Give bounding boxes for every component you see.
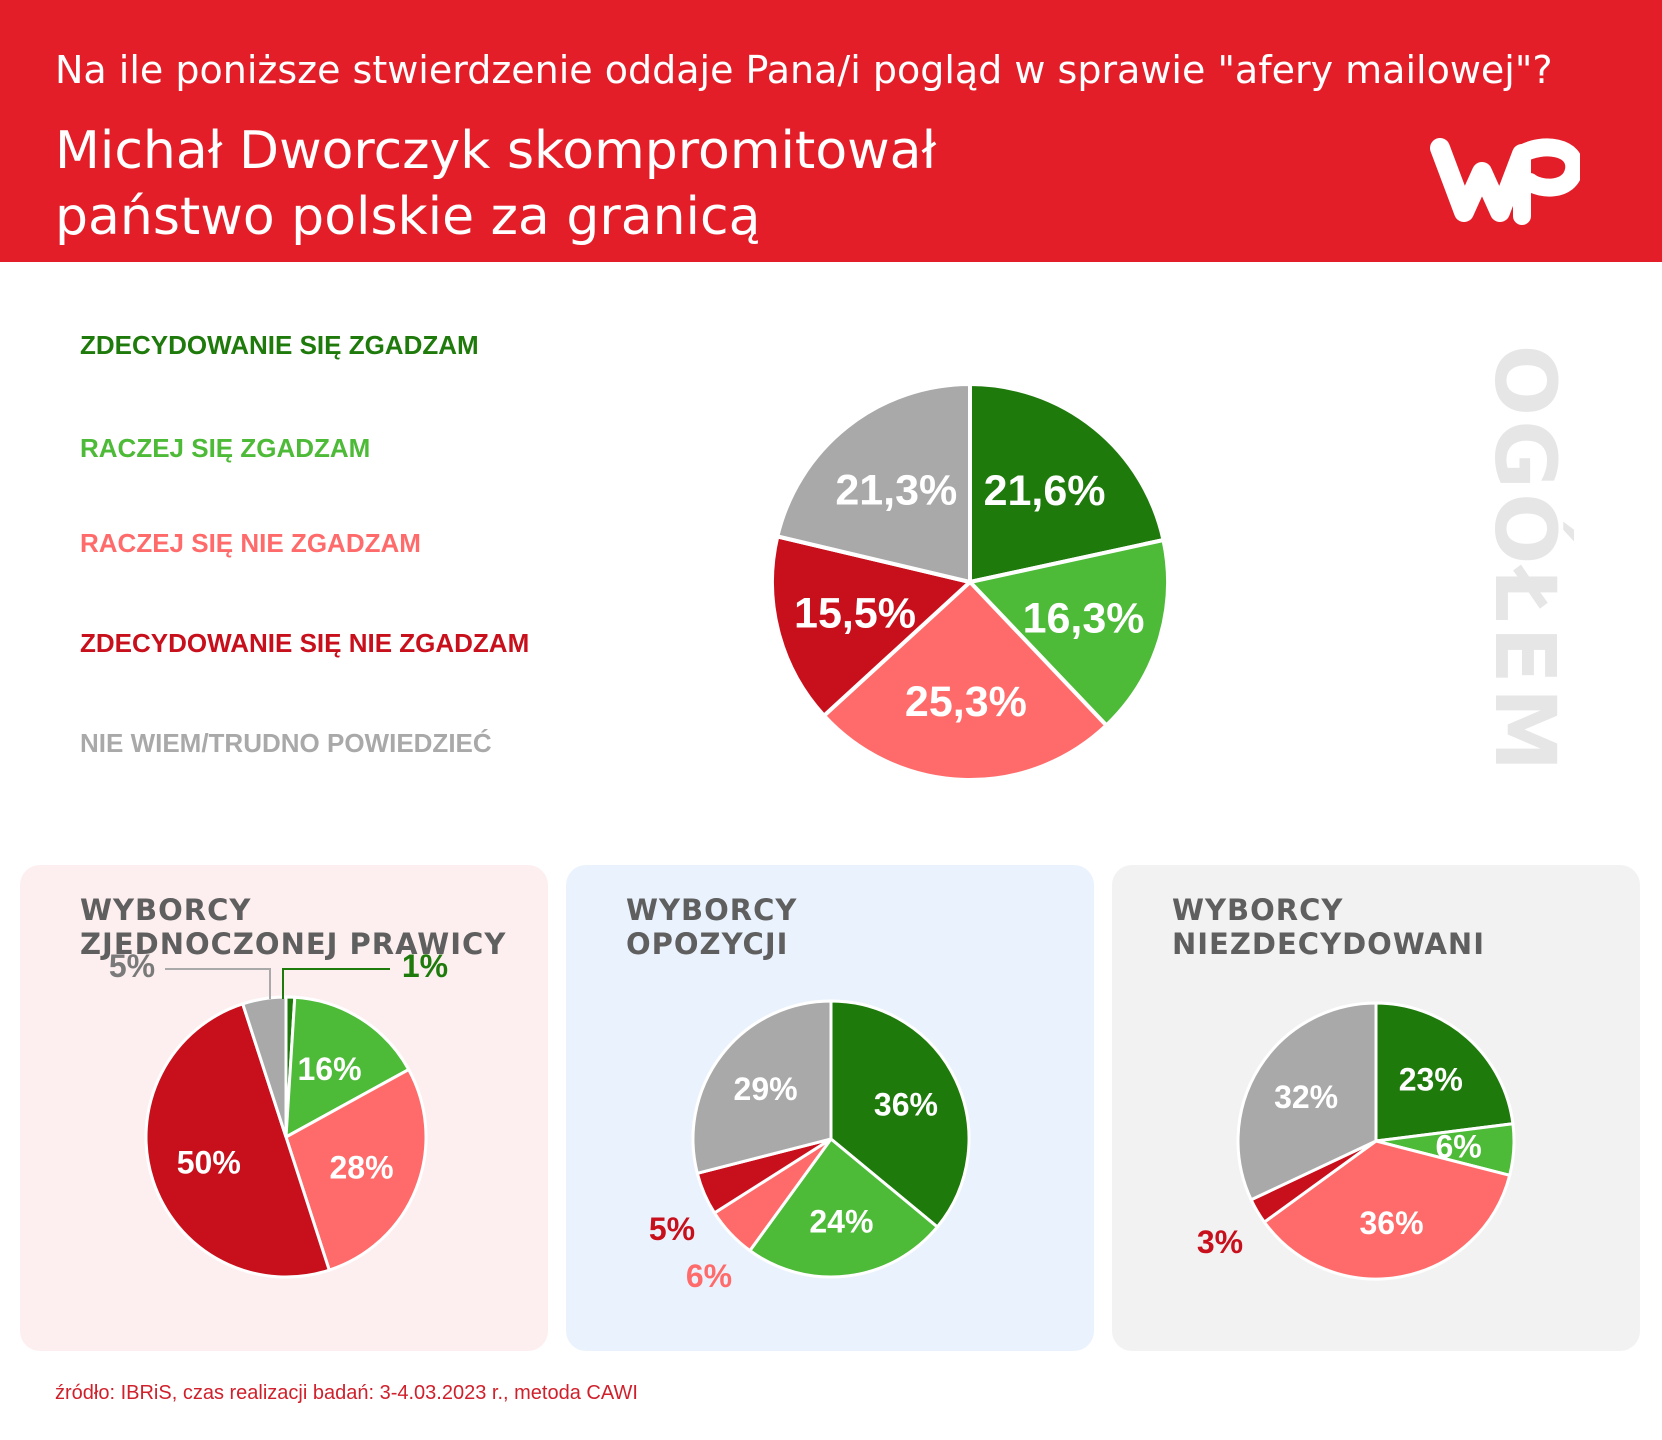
- pie-slice-rather-disagree: [1262, 1139, 1512, 1281]
- pie-slice-rather-agree: [284, 995, 411, 1140]
- legend-item-dont-know: NIE WIEM/TRUDNO POWIEDZIEĆ: [80, 728, 492, 758]
- panel-title-line-1: WYBORCY: [1172, 893, 1344, 927]
- pie-label-rather-agree: 24%: [809, 1204, 873, 1240]
- pie-chart-undecided-voters: 23% 6% 36% 3% 32%: [1197, 1001, 1516, 1281]
- pie-label-dont-know: 5%: [109, 948, 155, 984]
- pie-slice-rather-agree: [747, 1136, 940, 1279]
- panel-opposition-voters: 36% 24% 6% 5% 29% WYBORCY OPOZYCJI: [566, 865, 1094, 1351]
- source-note: źródło: IBRiS, czas realizacji badań: 3-…: [55, 1382, 638, 1404]
- pie-label-dont-know: 32%: [1274, 1079, 1338, 1115]
- pie-slice-strongly-agree: [968, 381, 1166, 585]
- pie-label-rather-disagree: 36%: [1359, 1205, 1423, 1241]
- pie-label-rather-disagree: 28%: [329, 1149, 393, 1185]
- pie-label-strongly-agree: 23%: [1399, 1061, 1463, 1097]
- survey-question: Na ile poniższe stwierdzenie oddaje Pana…: [55, 48, 1553, 92]
- side-label-overall: OGÓŁEM: [1476, 344, 1574, 776]
- pie-label-rather-agree: 16%: [297, 1051, 361, 1087]
- pie-label-rather-disagree: 6%: [686, 1258, 732, 1294]
- legend-item-rather-disagree: RACZEJ SIĘ NIE ZGADZAM: [80, 528, 421, 558]
- headline: Michał Dworczyk skompromitował państwo p…: [55, 118, 1255, 250]
- leader-line-strongly-agree: [282, 968, 390, 999]
- pie-slice-strongly-disagree: [770, 533, 975, 719]
- pie-slice-strongly-agree: [829, 999, 971, 1230]
- pie-label-strongly-agree: 36%: [874, 1086, 938, 1122]
- panel-title-line-2: ZJEDNOCZONEJ PRAWICY: [80, 927, 507, 961]
- pie-label-rather-agree: 6%: [1436, 1129, 1482, 1165]
- pie-slice-rather-disagree: [284, 1067, 428, 1273]
- panel-title-line-2: NIEZDECYDOWANI: [1172, 927, 1485, 961]
- panel-undecided-voters: 23% 6% 36% 3% 32% WYBORCY NIEZDECYDOWANI: [1112, 865, 1640, 1351]
- header-banner: Na ile poniższe stwierdzenie oddaje Pana…: [0, 0, 1662, 262]
- pie-slice-rather-agree: [966, 537, 1170, 729]
- pie-chart-overall: 21,6% 16,3% 25,3% 15,5% 21,3%: [770, 381, 1170, 782]
- headline-line-1: Michał Dworczyk skompromitował: [55, 121, 937, 181]
- pie-slice-dont-know: [774, 381, 972, 585]
- pie-label-strongly-disagree: 3%: [1197, 1224, 1243, 1260]
- pie-slice-dont-know: [1236, 1001, 1378, 1202]
- pie-label-dont-know: 21,3%: [835, 466, 957, 514]
- panel-title: WYBORCY NIEZDECYDOWANI: [1172, 893, 1612, 961]
- legend-item-strongly-disagree: ZDECYDOWANIE SIĘ NIE ZGADZAM: [80, 628, 530, 658]
- pie-label-strongly-disagree: 15,5%: [794, 589, 916, 637]
- pie-label-strongly-agree: 21,6%: [984, 467, 1106, 515]
- pie-label-rather-disagree: 25,3%: [905, 678, 1027, 726]
- panel-title-line-1: WYBORCY: [626, 893, 798, 927]
- pie-slice-dont-know: [691, 999, 833, 1176]
- leader-line-dont-know: [165, 968, 271, 999]
- pie-chart-right-wing-voters: 1% 16% 28% 50% 5%: [109, 948, 448, 1279]
- legend-item-strongly-agree: ZDECYDOWANIE SIĘ ZGADZAM: [80, 330, 479, 360]
- pie-slice-rather-disagree: [821, 579, 1110, 782]
- panel-title: WYBORCY OPOZYCJI: [626, 893, 1066, 961]
- pie-label-strongly-agree: 1%: [402, 948, 448, 984]
- panel-right-wing-voters: 1% 16% 28% 50% 5% WYBORCY ZJEDNOCZONEJ PRAWI…: [20, 865, 548, 1351]
- pie-slice-dont-know: [240, 995, 288, 1138]
- pie-slice-strongly-disagree: [144, 1001, 332, 1279]
- pie-label-dont-know: 29%: [734, 1071, 798, 1107]
- pie-label-strongly-disagree: 50%: [177, 1145, 241, 1181]
- panel-title: WYBORCY ZJEDNOCZONEJ PRAWICY: [80, 893, 520, 961]
- wp-logo-icon: [1430, 138, 1580, 225]
- pie-label-strongly-disagree: 5%: [649, 1211, 695, 1247]
- pie-chart-opposition-voters: 36% 24% 6% 5% 29%: [649, 999, 971, 1294]
- panel-title-line-2: OPOZYCJI: [626, 927, 789, 961]
- pie-slice-strongly-agree: [1374, 1001, 1515, 1143]
- legend-item-rather-agree: RACZEJ SIĘ ZGADZAM: [80, 433, 371, 463]
- panel-title-line-1: WYBORCY: [80, 893, 252, 927]
- pie-label-rather-agree: 16,3%: [1023, 594, 1145, 642]
- headline-line-2: państwo polskie za granicą: [55, 187, 761, 247]
